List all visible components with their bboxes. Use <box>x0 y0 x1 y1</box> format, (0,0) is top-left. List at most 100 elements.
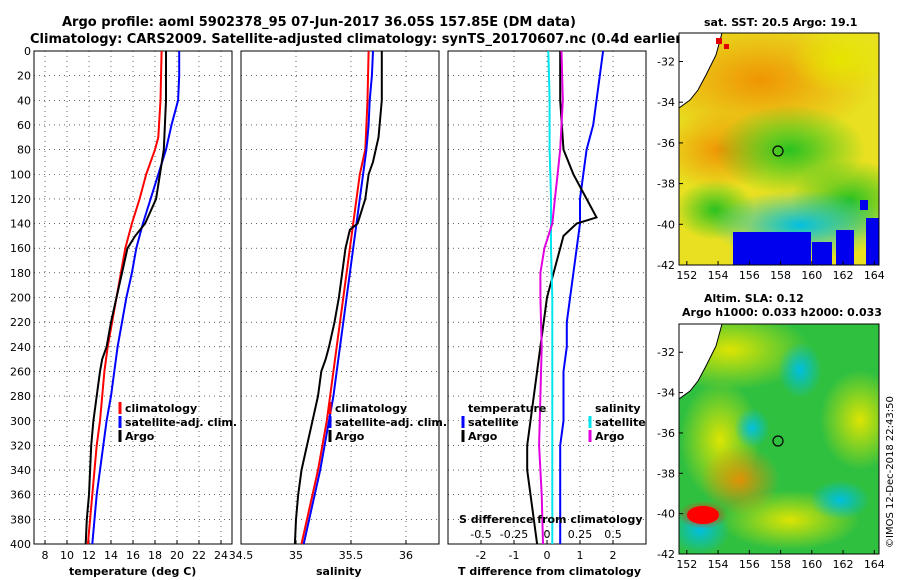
series-line-salinity-satellite <box>547 50 554 544</box>
depth-tick-label: 260 <box>10 365 31 378</box>
lon-tick-label: 160 <box>801 269 822 282</box>
x-tick-label: -2 <box>476 549 487 562</box>
lat-tick-label: -36 <box>657 427 675 440</box>
lon-tick-label: 156 <box>739 558 760 571</box>
x-tick-label: 16 <box>126 549 140 562</box>
series-line-argo <box>293 51 383 545</box>
temperature-panel-frame <box>33 50 233 545</box>
x-tick-label: -1 <box>509 549 520 562</box>
depth-tick-label: 360 <box>10 489 31 502</box>
temperature-xlabel: temperature (deg C) <box>69 565 196 578</box>
x-tick-label: 10 <box>60 549 74 562</box>
legend-label-s-satellite: satellite <box>595 416 646 429</box>
x-tick-label: 36 <box>399 549 413 562</box>
legend-label-t-argo: Argo <box>468 430 498 443</box>
s-tick-label: 0.25 <box>568 528 593 541</box>
x-tick-label: 8 <box>42 549 49 562</box>
figure-title-line2: Climatology: CARS2009. Satellite-adjuste… <box>30 32 688 47</box>
lat-tick-label: -32 <box>657 346 675 359</box>
depth-tick-label: 180 <box>10 267 31 280</box>
depth-tick-label: 40 <box>17 94 31 107</box>
sla-map-title-line1: Altim. SLA: 0.12 <box>704 292 804 305</box>
lon-tick-label: 158 <box>770 269 791 282</box>
x-tick-label: 14 <box>104 549 118 562</box>
depth-tick-label: 400 <box>10 538 31 551</box>
legend-label-climatology: climatology <box>335 402 407 415</box>
s-tick-label: 0.5 <box>604 528 622 541</box>
sla-argo-location-marker <box>772 435 784 447</box>
lon-tick-label: 152 <box>676 558 697 571</box>
lat-tick-label: -40 <box>657 508 675 521</box>
sla-map-title-line2: Argo h1000: 0.033 h2000: 0.033 <box>682 306 882 319</box>
x-tick-label: 35.5 <box>339 549 364 562</box>
legend-label-t-satellite: satellite <box>468 416 519 429</box>
legend-label-satellite: satellite-adj. clim. <box>335 416 447 429</box>
legend-title-temperature: temperature <box>468 402 546 415</box>
lon-tick-label: 154 <box>708 558 729 571</box>
salinity-xlabel: salinity <box>316 565 362 578</box>
x-tick-label: 20 <box>170 549 184 562</box>
x-tick-label: 18 <box>148 549 162 562</box>
legend-label-satellite: satellite-adj. clim. <box>125 416 237 429</box>
legend-label-climatology: climatology <box>125 402 197 415</box>
depth-tick-label: 120 <box>10 193 31 206</box>
depth-tick-label: 20 <box>17 70 31 83</box>
lat-tick-label: -40 <box>657 218 675 231</box>
depth-tick-label: 160 <box>10 242 31 255</box>
depth-tick-label: 200 <box>10 292 31 305</box>
lon-tick-label: 154 <box>708 269 729 282</box>
depth-tick-label: 0 <box>24 45 31 58</box>
x-tick-label: 1 <box>577 549 584 562</box>
lat-tick-label: -38 <box>657 178 675 191</box>
legend-label-s-argo: Argo <box>595 430 625 443</box>
lon-tick-label: 162 <box>833 269 854 282</box>
sla-map-image <box>679 324 879 554</box>
lon-tick-label: 152 <box>676 269 697 282</box>
difference-xlabel: T difference from climatology <box>458 565 641 578</box>
series-line-temperature-satellite <box>559 50 605 544</box>
s-difference-label: S difference from climatology <box>459 513 643 526</box>
copyright-stamp: ©IMOS 12-Dec-2018 22:43:50 <box>885 396 896 548</box>
grid-lines <box>34 50 646 545</box>
salinity-panel-frame <box>240 50 440 545</box>
difference-legend: temperature satellite Argo salinity sate… <box>461 402 646 443</box>
depth-tick-label: 220 <box>10 316 31 329</box>
series-line-climatology <box>300 50 370 545</box>
lat-tick-label: -38 <box>657 467 675 480</box>
profile-lines <box>84 50 605 545</box>
series-line-argo <box>84 51 167 545</box>
depth-tick-label: 340 <box>10 464 31 477</box>
series-line-temperature-argo <box>526 51 598 545</box>
lon-tick-label: 158 <box>770 558 791 571</box>
series-line-salinity-argo <box>538 50 564 545</box>
x-tick-label: 35 <box>289 549 303 562</box>
depth-tick-label: 60 <box>17 119 31 132</box>
sla-map-frame <box>678 323 880 555</box>
x-tick-label: 0 <box>544 549 551 562</box>
axis-ticks: 0204060801001201401601802002202402602803… <box>10 45 622 562</box>
lon-tick-label: 162 <box>833 558 854 571</box>
x-tick-label: 12 <box>82 549 96 562</box>
x-tick-label: 34.5 <box>229 549 254 562</box>
depth-tick-label: 320 <box>10 439 31 452</box>
sst-map-image <box>679 33 879 265</box>
s-tick-label: -0.5 <box>470 528 491 541</box>
lon-tick-label: 164 <box>864 558 885 571</box>
lat-tick-label: -42 <box>657 548 675 561</box>
series-line-satellite-adj-clim- <box>91 51 181 545</box>
sst-map-frame <box>678 32 880 266</box>
figure-title-line1: Argo profile: aoml 5902378_95 07-Jun-201… <box>62 15 576 30</box>
s-tick-label: 0 <box>544 528 551 541</box>
series-line-satellite-adj-clim- <box>302 50 374 545</box>
depth-tick-label: 300 <box>10 415 31 428</box>
depth-tick-label: 140 <box>10 218 31 231</box>
legend-label-argo: Argo <box>335 430 365 443</box>
legend-label-argo: Argo <box>125 430 155 443</box>
lon-tick-label: 160 <box>801 558 822 571</box>
x-tick-label: 2 <box>610 549 617 562</box>
x-tick-label: 22 <box>192 549 206 562</box>
lat-tick-label: -32 <box>657 55 675 68</box>
